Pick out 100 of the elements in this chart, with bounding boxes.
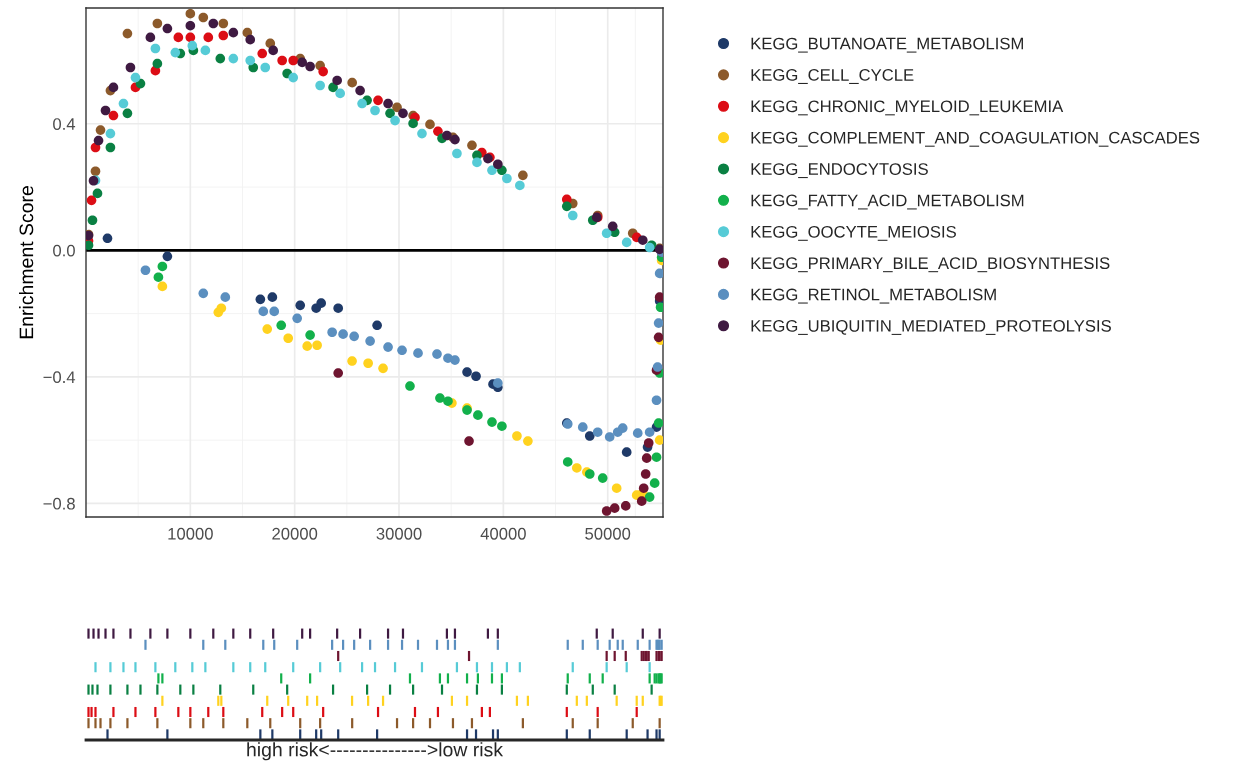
point — [92, 188, 103, 199]
point — [487, 417, 497, 427]
legend-label: KEGG_UBIQUITIN_MEDIATED_PROTEOLYSIS — [751, 319, 1111, 335]
point — [425, 119, 435, 130]
point — [140, 265, 151, 276]
point — [636, 496, 647, 506]
point — [157, 281, 168, 292]
point — [355, 85, 365, 96]
point — [620, 501, 631, 511]
point — [292, 313, 302, 324]
point — [644, 492, 655, 502]
point — [607, 221, 618, 232]
point — [327, 327, 337, 338]
point — [567, 210, 578, 221]
point — [383, 342, 393, 352]
point — [335, 88, 345, 99]
point — [347, 77, 357, 88]
y-tick-label: 0.0 — [53, 244, 75, 257]
point — [654, 268, 663, 279]
point — [654, 435, 663, 445]
point — [328, 82, 338, 93]
legend-label: KEGG_ENDOCYTOSIS — [751, 163, 928, 179]
point — [288, 55, 299, 66]
legend-label: KEGG_FATTY_ACID_METABOLISM — [751, 194, 1024, 210]
point — [297, 57, 307, 68]
point — [185, 32, 196, 43]
point — [228, 53, 239, 64]
point — [152, 58, 163, 69]
point — [318, 66, 328, 77]
point — [621, 447, 632, 457]
point — [655, 302, 663, 313]
point — [333, 368, 343, 378]
point — [157, 261, 168, 272]
point — [187, 40, 198, 51]
point — [433, 126, 443, 137]
y-tick-label: −0.8 — [43, 497, 75, 510]
point — [592, 427, 603, 438]
point — [200, 45, 211, 56]
x-tick-label: 10000 — [168, 527, 213, 540]
point — [218, 30, 229, 41]
point — [467, 140, 477, 151]
point — [405, 381, 415, 391]
point — [145, 32, 156, 43]
point — [652, 362, 663, 372]
point — [268, 45, 278, 56]
point — [276, 320, 287, 331]
point — [473, 410, 483, 420]
point — [357, 98, 367, 109]
point — [153, 272, 164, 283]
point — [621, 237, 632, 248]
legend-label: KEGG_OOCYTE_MEIOSIS — [751, 225, 956, 241]
point — [277, 55, 287, 66]
point — [267, 292, 278, 302]
point — [108, 110, 119, 121]
point — [390, 115, 400, 126]
point — [493, 159, 503, 170]
point — [305, 330, 315, 340]
point — [122, 108, 133, 119]
point — [365, 336, 375, 346]
point — [370, 105, 380, 116]
point — [641, 453, 652, 463]
text: high risk<--------------->low risk — [247, 742, 504, 761]
point — [518, 170, 528, 181]
point — [584, 431, 595, 441]
point — [122, 28, 133, 39]
x-tick-label: 20000 — [272, 527, 318, 540]
point — [609, 503, 620, 513]
point — [392, 102, 402, 113]
point — [472, 157, 482, 168]
point — [497, 421, 507, 432]
point — [653, 418, 663, 428]
point — [651, 452, 662, 463]
point — [383, 98, 393, 109]
point — [102, 233, 113, 244]
point — [185, 20, 196, 31]
point — [601, 506, 612, 516]
point — [255, 294, 266, 305]
legend-label: KEGG_PRIMARY_BILE_ACID_BIOSYNTHESIS — [751, 257, 1110, 273]
point — [464, 436, 474, 446]
point — [385, 108, 395, 119]
point — [228, 27, 239, 38]
point — [338, 329, 348, 339]
point — [644, 427, 655, 438]
point — [312, 340, 322, 351]
point — [611, 483, 622, 494]
point — [198, 288, 209, 299]
point — [105, 128, 116, 139]
point — [95, 125, 106, 135]
point — [408, 118, 418, 129]
point — [283, 333, 294, 344]
x-tick-label: 50000 — [585, 527, 631, 540]
point — [152, 18, 163, 29]
point — [93, 135, 104, 146]
point — [173, 32, 184, 43]
y-tick-label: 0.4 — [53, 118, 76, 130]
point — [452, 148, 462, 159]
point — [198, 12, 209, 23]
point — [597, 473, 608, 483]
point — [258, 306, 269, 317]
point — [316, 298, 326, 308]
